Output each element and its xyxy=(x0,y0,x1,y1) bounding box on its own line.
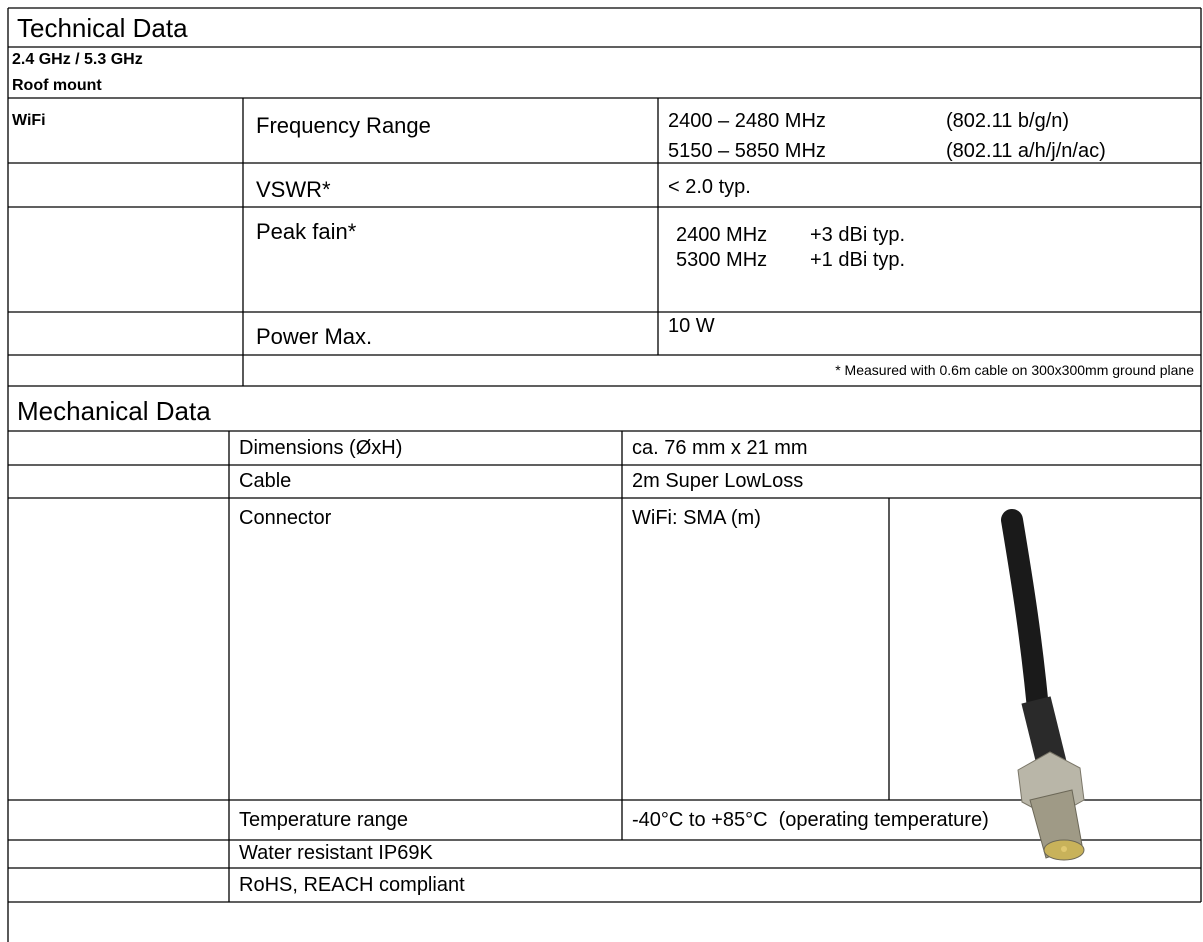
row-label: Peak fain* xyxy=(256,221,356,243)
section-title: Technical Data xyxy=(17,15,188,41)
cell: 5150 – 5850 MHz xyxy=(668,141,826,161)
cell: (802.11 b/g/n) xyxy=(946,111,1069,131)
cell: WiFi: SMA (m) xyxy=(632,508,761,528)
note: RoHS, REACH compliant xyxy=(239,875,465,895)
row-label: Power Max. xyxy=(256,326,372,348)
cell: 2m Super LowLoss xyxy=(632,471,803,491)
cell: 2400 – 2480 MHz xyxy=(668,111,826,131)
row-label: Dimensions (ØxH) xyxy=(239,438,402,458)
cell: +1 dBi typ. xyxy=(810,250,905,270)
cell: ca. 76 mm x 21 mm xyxy=(632,438,808,458)
row-label: VSWR* xyxy=(256,179,331,201)
cell: < 2.0 typ. xyxy=(668,177,751,197)
mount: Roof mount xyxy=(12,78,102,94)
row-label: Cable xyxy=(239,471,291,491)
cell: -40°C to +85°C (operating temperature) xyxy=(632,810,989,830)
spec-sheet: Technical Data 2.4 GHz / 5.3 GHz Roof mo… xyxy=(0,0,1203,942)
cell: 2400 MHz xyxy=(676,225,767,245)
row-label: Temperature range xyxy=(239,810,408,830)
connector-image xyxy=(1012,520,1084,860)
cell: +3 dBi typ. xyxy=(810,225,905,245)
section-title: Mechanical Data xyxy=(17,398,211,424)
cell: 10 W xyxy=(668,316,715,336)
group-label: WiFi xyxy=(12,113,46,129)
row-label: Frequency Range xyxy=(256,115,431,137)
subtitle: 2.4 GHz / 5.3 GHz xyxy=(12,52,143,68)
row-label: Connector xyxy=(239,508,331,528)
cell: 5300 MHz xyxy=(676,250,767,270)
cell: (802.11 a/h/j/n/ac) xyxy=(946,141,1106,161)
footnote: * Measured with 0.6m cable on 300x300mm … xyxy=(835,363,1194,377)
note: Water resistant IP69K xyxy=(239,843,433,863)
